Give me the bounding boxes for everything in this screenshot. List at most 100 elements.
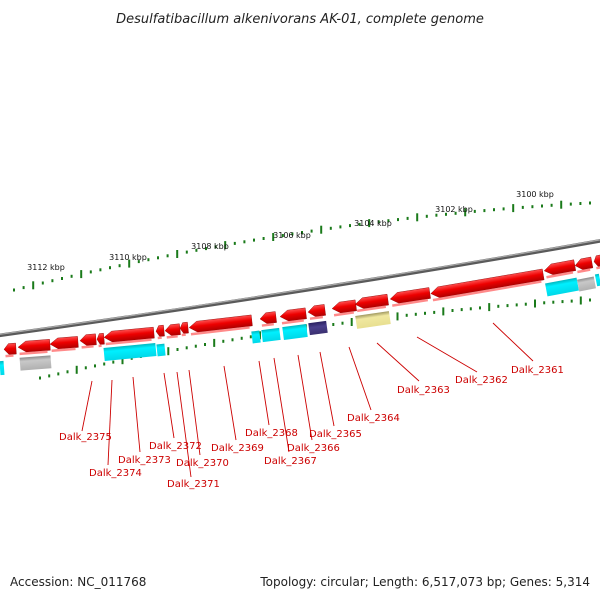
rna-feature[interactable]: [545, 277, 579, 297]
ruler-tick: [424, 311, 426, 315]
ruler-tick: [259, 331, 261, 340]
rna-feature[interactable]: [594, 273, 600, 287]
cds-feature[interactable]: [164, 323, 181, 339]
ruler-tick: [569, 202, 572, 206]
cds-feature[interactable]: [331, 299, 357, 317]
cds-feature[interactable]: [389, 287, 431, 307]
cds-arrow-shadow: [333, 311, 355, 317]
gene-callout[interactable]: Dalk_2372: [149, 372, 202, 452]
cds-arrow-shape: [389, 287, 431, 304]
ruler-tick: [445, 212, 447, 216]
ruler-tick: [416, 213, 419, 222]
callout-line: [319, 351, 335, 427]
ruler-tick: [240, 336, 243, 340]
cds-feature[interactable]: [279, 307, 307, 325]
feature-block-shape: [282, 324, 308, 340]
callout-line: [188, 369, 201, 456]
outer-tick-row: [13, 200, 591, 292]
callout-line: [273, 357, 290, 453]
cds-arrow-shape: [155, 324, 165, 337]
gene-callout[interactable]: Dalk_2366: [287, 354, 340, 454]
gene-callout[interactable]: Dalk_2364: [347, 346, 400, 424]
cds-feature[interactable]: [17, 339, 51, 356]
cds-feature[interactable]: [155, 324, 165, 340]
cds-feature[interactable]: [354, 293, 389, 313]
ruler-tick: [531, 205, 534, 209]
feature-block-shape: [251, 330, 261, 344]
rna-feature[interactable]: [103, 343, 157, 361]
rna-feature[interactable]: [282, 324, 308, 340]
gene-callout[interactable]: Dalk_2365: [309, 351, 362, 440]
gene-callout[interactable]: Dalk_2368: [245, 360, 298, 439]
gene-callout[interactable]: Dalk_2370: [176, 369, 229, 469]
rna-feature[interactable]: [0, 360, 5, 376]
gene-callout[interactable]: Dalk_2375: [59, 380, 112, 443]
cds-feature[interactable]: [593, 254, 600, 270]
gene-callout[interactable]: Dalk_2367: [264, 357, 317, 467]
cds-feature[interactable]: [3, 342, 17, 358]
gene-callout[interactable]: Dalk_2374: [89, 379, 142, 479]
cds-feature[interactable]: [307, 304, 326, 320]
cds-arrow-shadow: [261, 322, 274, 327]
ruler-tick: [205, 247, 207, 251]
cds-feature[interactable]: [179, 321, 189, 337]
callout-line: [81, 380, 93, 432]
cds-feature[interactable]: [96, 332, 105, 348]
cds-arrow-shape: [79, 333, 97, 346]
ruler-tick: [454, 211, 457, 215]
ruler-tick: [22, 286, 25, 290]
dark-feature[interactable]: [308, 320, 328, 336]
ruler-tick: [451, 309, 454, 312]
callout-line: [492, 322, 534, 362]
ruler-tick: [137, 260, 140, 264]
other-feature[interactable]: [19, 355, 52, 371]
gene-callout[interactable]: Dalk_2363: [376, 342, 450, 396]
ruler-tick: [75, 365, 78, 374]
gene-callout[interactable]: Dalk_2361: [492, 322, 564, 376]
ruler-tick: [61, 277, 63, 280]
gene-callout[interactable]: Dalk_2369: [211, 365, 264, 454]
cds-arrow-shadow: [309, 315, 324, 320]
rna-feature[interactable]: [251, 330, 261, 344]
cds-arrow-shadow: [181, 333, 186, 337]
ruler-tick: [204, 343, 206, 346]
cds-arrow-shape: [17, 339, 51, 353]
cds-feature[interactable]: [49, 336, 79, 353]
cds-feature[interactable]: [188, 314, 253, 336]
ruler-tick: [512, 204, 515, 213]
cds-arrow-shadow: [166, 334, 178, 339]
tick-label: 3106 kbp: [273, 231, 311, 240]
other-feature[interactable]: [577, 276, 596, 292]
ruler-tick: [341, 321, 344, 325]
cds-arrow-shadow: [577, 268, 591, 274]
rna-feature[interactable]: [261, 327, 281, 343]
ruler-tick: [70, 274, 73, 278]
cds-feature[interactable]: [574, 256, 594, 274]
cds-feature[interactable]: [543, 259, 576, 279]
rna-feature[interactable]: [156, 343, 166, 357]
ruler-tick: [185, 250, 188, 254]
ruler-tick: [433, 310, 436, 314]
ruler-tick: [89, 270, 92, 274]
ruler-tick: [521, 205, 524, 209]
ruler-tick: [464, 208, 467, 217]
cds-feature[interactable]: [259, 311, 277, 327]
ruler-tick: [166, 254, 169, 258]
feature-block-shape: [308, 320, 328, 336]
ruler-tick: [579, 296, 582, 305]
cds-feature[interactable]: [103, 326, 155, 346]
cds-feature[interactable]: [430, 268, 545, 302]
cds-arrow-shadow: [546, 271, 574, 279]
gene-label: Dalk_2369: [211, 443, 264, 454]
gene-label: Dalk_2370: [176, 458, 229, 469]
gene-callout[interactable]: Dalk_2362: [416, 336, 508, 386]
feature-block-shape: [0, 360, 5, 376]
pseudo-feature[interactable]: [355, 311, 391, 329]
ruler-tick: [109, 266, 111, 270]
gene-callout[interactable]: Dalk_2373: [118, 376, 171, 466]
gene-label: Dalk_2373: [118, 455, 171, 466]
ruler-tick: [377, 220, 380, 224]
cds-feature[interactable]: [79, 333, 97, 349]
cds-arrow-shape: [430, 268, 545, 298]
gene-callout[interactable]: Dalk_2371: [167, 371, 220, 490]
